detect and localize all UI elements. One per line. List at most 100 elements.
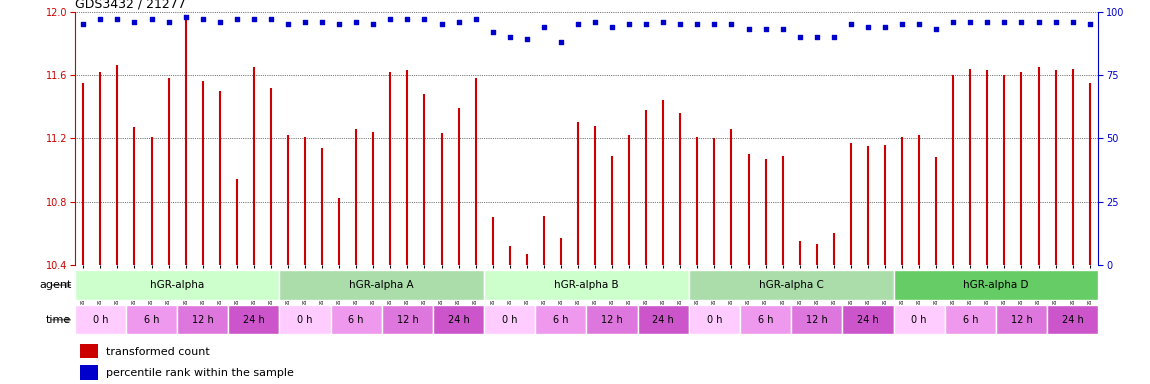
Text: 24 h: 24 h	[1061, 314, 1083, 325]
Point	[176, 13, 194, 20]
Text: hGR-alpha D: hGR-alpha D	[964, 280, 1028, 290]
Text: 24 h: 24 h	[447, 314, 469, 325]
Text: 12 h: 12 h	[192, 314, 214, 325]
Point	[927, 26, 945, 32]
Text: 6 h: 6 h	[144, 314, 159, 325]
Point	[143, 16, 161, 22]
Point	[585, 18, 604, 25]
Bar	[75, 270, 279, 300]
Point	[688, 21, 706, 27]
Point	[210, 18, 229, 25]
Bar	[586, 305, 637, 334]
Point	[790, 34, 808, 40]
Point	[569, 21, 588, 27]
Point	[620, 21, 638, 27]
Point	[757, 26, 775, 32]
Bar	[739, 305, 791, 334]
Bar	[228, 305, 279, 334]
Point	[125, 18, 144, 25]
Point	[330, 21, 348, 27]
Point	[961, 18, 980, 25]
Text: hGR-alpha: hGR-alpha	[150, 280, 205, 290]
Point	[603, 24, 621, 30]
Text: hGR-alpha B: hGR-alpha B	[554, 280, 619, 290]
Bar	[944, 305, 996, 334]
Text: hGR-alpha C: hGR-alpha C	[759, 280, 823, 290]
Text: 12 h: 12 h	[806, 314, 828, 325]
Point	[296, 18, 314, 25]
Text: GDS3432 / 21277: GDS3432 / 21277	[75, 0, 185, 10]
Text: 12 h: 12 h	[601, 314, 623, 325]
Point	[774, 26, 792, 32]
Text: 12 h: 12 h	[1011, 314, 1033, 325]
Bar	[689, 305, 739, 334]
Point	[705, 21, 723, 27]
Bar	[1046, 305, 1098, 334]
Point	[415, 16, 434, 22]
Point	[467, 16, 485, 22]
Point	[245, 16, 263, 22]
Point	[500, 34, 519, 40]
Point	[654, 18, 673, 25]
Bar	[689, 270, 894, 300]
Point	[995, 18, 1013, 25]
Bar	[535, 305, 586, 334]
Text: transformed count: transformed count	[107, 347, 210, 357]
Point	[160, 18, 178, 25]
Point	[910, 21, 928, 27]
Text: 0 h: 0 h	[912, 314, 927, 325]
Point	[892, 21, 911, 27]
Bar	[996, 305, 1046, 334]
Bar	[279, 270, 484, 300]
Point	[228, 16, 246, 22]
Point	[1064, 18, 1082, 25]
Point	[74, 21, 92, 27]
Bar	[75, 305, 125, 334]
Point	[193, 16, 212, 22]
Bar	[432, 305, 484, 334]
Point	[1081, 21, 1099, 27]
Point	[825, 34, 843, 40]
Bar	[79, 366, 98, 379]
Text: 0 h: 0 h	[707, 314, 722, 325]
Text: 24 h: 24 h	[652, 314, 674, 325]
Text: time: time	[46, 314, 71, 325]
Point	[876, 24, 895, 30]
Text: hGR-alpha A: hGR-alpha A	[350, 280, 414, 290]
Text: 6 h: 6 h	[758, 314, 773, 325]
Bar	[637, 305, 689, 334]
Point	[637, 21, 655, 27]
Bar	[279, 305, 331, 334]
Point	[483, 29, 501, 35]
Bar	[382, 305, 432, 334]
Point	[91, 16, 109, 22]
Bar	[79, 344, 98, 358]
Bar	[331, 305, 382, 334]
Text: 6 h: 6 h	[963, 314, 978, 325]
Point	[262, 16, 281, 22]
Point	[842, 21, 860, 27]
Text: 0 h: 0 h	[503, 314, 518, 325]
Bar	[177, 305, 228, 334]
Text: 12 h: 12 h	[397, 314, 419, 325]
Point	[278, 21, 297, 27]
Bar	[791, 305, 842, 334]
Text: agent: agent	[39, 280, 71, 290]
Point	[398, 16, 416, 22]
Point	[313, 18, 331, 25]
Bar	[484, 305, 535, 334]
Text: 0 h: 0 h	[298, 314, 313, 325]
Bar	[484, 270, 689, 300]
Point	[432, 21, 451, 27]
Bar	[894, 270, 1098, 300]
Bar	[126, 305, 177, 334]
Point	[979, 18, 997, 25]
Text: 6 h: 6 h	[553, 314, 568, 325]
Text: percentile rank within the sample: percentile rank within the sample	[107, 368, 294, 378]
Point	[365, 21, 383, 27]
Point	[944, 18, 963, 25]
Point	[1029, 18, 1048, 25]
Point	[518, 36, 536, 43]
Point	[722, 21, 741, 27]
Point	[859, 24, 877, 30]
